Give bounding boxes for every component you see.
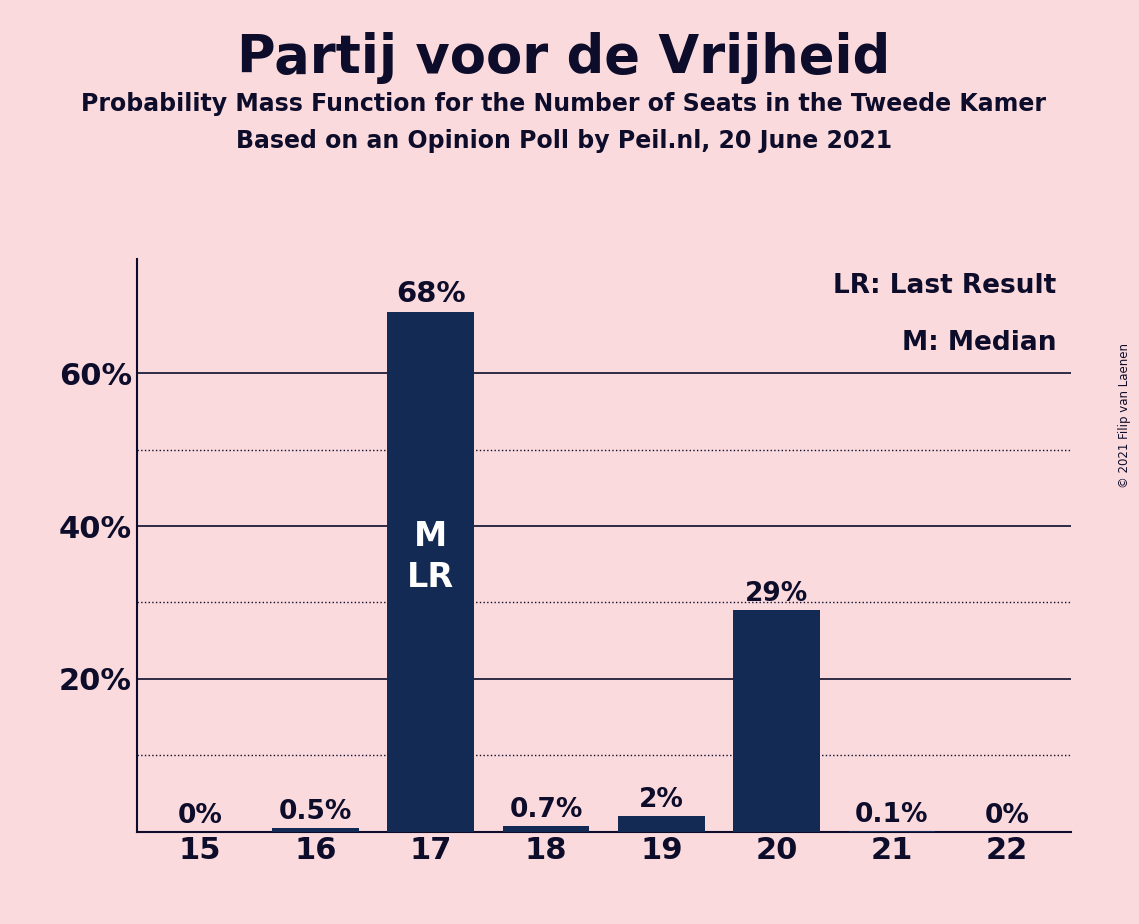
Text: LR: Last Result: LR: Last Result bbox=[834, 274, 1057, 299]
Bar bbox=[387, 312, 474, 832]
Text: 0%: 0% bbox=[985, 803, 1030, 829]
Text: 0.7%: 0.7% bbox=[509, 797, 583, 823]
Text: M
LR: M LR bbox=[407, 519, 454, 593]
Text: Probability Mass Function for the Number of Seats in the Tweede Kamer: Probability Mass Function for the Number… bbox=[81, 92, 1047, 116]
Bar bbox=[734, 610, 820, 832]
Text: M: Median: M: Median bbox=[902, 331, 1057, 357]
Text: 2%: 2% bbox=[639, 787, 683, 813]
Text: 0.5%: 0.5% bbox=[279, 798, 352, 825]
Text: Based on an Opinion Poll by Peil.nl, 20 June 2021: Based on an Opinion Poll by Peil.nl, 20 … bbox=[236, 129, 892, 153]
Text: Partij voor de Vrijheid: Partij voor de Vrijheid bbox=[237, 32, 891, 84]
Bar bbox=[618, 816, 705, 832]
Bar bbox=[502, 826, 589, 832]
Text: © 2021 Filip van Laenen: © 2021 Filip van Laenen bbox=[1118, 344, 1131, 488]
Bar bbox=[272, 828, 359, 832]
Text: 68%: 68% bbox=[396, 280, 466, 308]
Text: 0.1%: 0.1% bbox=[855, 802, 928, 828]
Text: 29%: 29% bbox=[745, 581, 809, 607]
Text: 0%: 0% bbox=[178, 803, 222, 829]
